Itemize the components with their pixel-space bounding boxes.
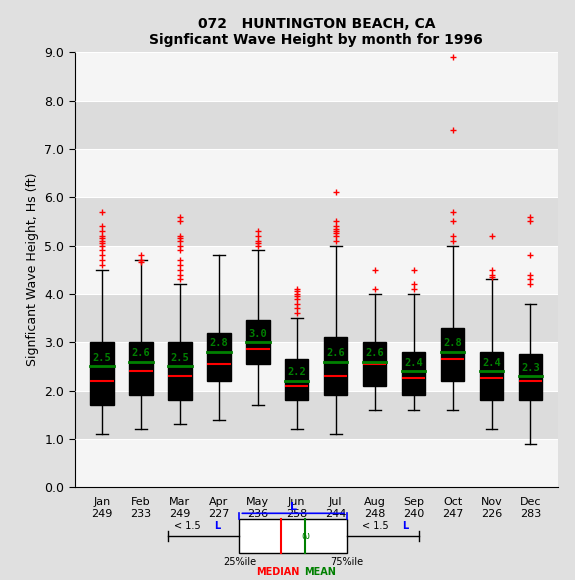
Bar [75, 342, 558, 390]
Text: L: L [290, 502, 297, 512]
Text: 2.6: 2.6 [365, 348, 384, 358]
PathPatch shape [285, 359, 308, 400]
Text: 2.5: 2.5 [93, 353, 112, 363]
Text: 2.4: 2.4 [482, 358, 501, 368]
Bar [75, 245, 558, 294]
Y-axis label: Signficant Wave Height, Hs (ft): Signficant Wave Height, Hs (ft) [26, 173, 39, 367]
Text: 2.4: 2.4 [404, 358, 423, 368]
Text: 75%ile: 75%ile [331, 557, 363, 567]
Text: < 1.5: < 1.5 [174, 521, 204, 531]
PathPatch shape [441, 328, 464, 381]
PathPatch shape [480, 352, 503, 400]
Text: 3.0: 3.0 [248, 329, 267, 339]
Text: 2.8: 2.8 [443, 339, 462, 349]
Bar [75, 294, 558, 342]
Bar [75, 100, 558, 149]
PathPatch shape [324, 338, 347, 396]
PathPatch shape [402, 352, 426, 396]
Text: ω: ω [301, 531, 309, 541]
PathPatch shape [519, 354, 542, 400]
Text: L: L [402, 521, 409, 531]
Bar [75, 149, 558, 197]
Text: 2.3: 2.3 [521, 362, 540, 373]
PathPatch shape [129, 342, 152, 396]
Text: < 1.5: < 1.5 [362, 521, 392, 531]
PathPatch shape [207, 332, 231, 381]
Text: 2.8: 2.8 [209, 339, 228, 349]
Title: 072   HUNTINGTON BEACH, CA
Signficant Wave Height by month for 1996: 072 HUNTINGTON BEACH, CA Signficant Wave… [150, 17, 483, 47]
Text: 2.5: 2.5 [171, 353, 189, 363]
Bar [75, 439, 558, 487]
Bar [239, 519, 347, 553]
Text: 2.6: 2.6 [132, 348, 150, 358]
Bar [75, 390, 558, 439]
Text: L: L [214, 521, 220, 531]
Text: MEAN: MEAN [304, 567, 336, 577]
Bar [75, 197, 558, 245]
Text: 25%ile: 25%ile [223, 557, 256, 567]
PathPatch shape [363, 342, 386, 386]
Text: MEDIAN: MEDIAN [256, 567, 300, 577]
PathPatch shape [246, 320, 270, 364]
Text: 2.2: 2.2 [288, 368, 306, 378]
Text: 2.6: 2.6 [327, 348, 345, 358]
Bar [75, 52, 558, 100]
PathPatch shape [90, 342, 114, 405]
PathPatch shape [168, 342, 191, 400]
